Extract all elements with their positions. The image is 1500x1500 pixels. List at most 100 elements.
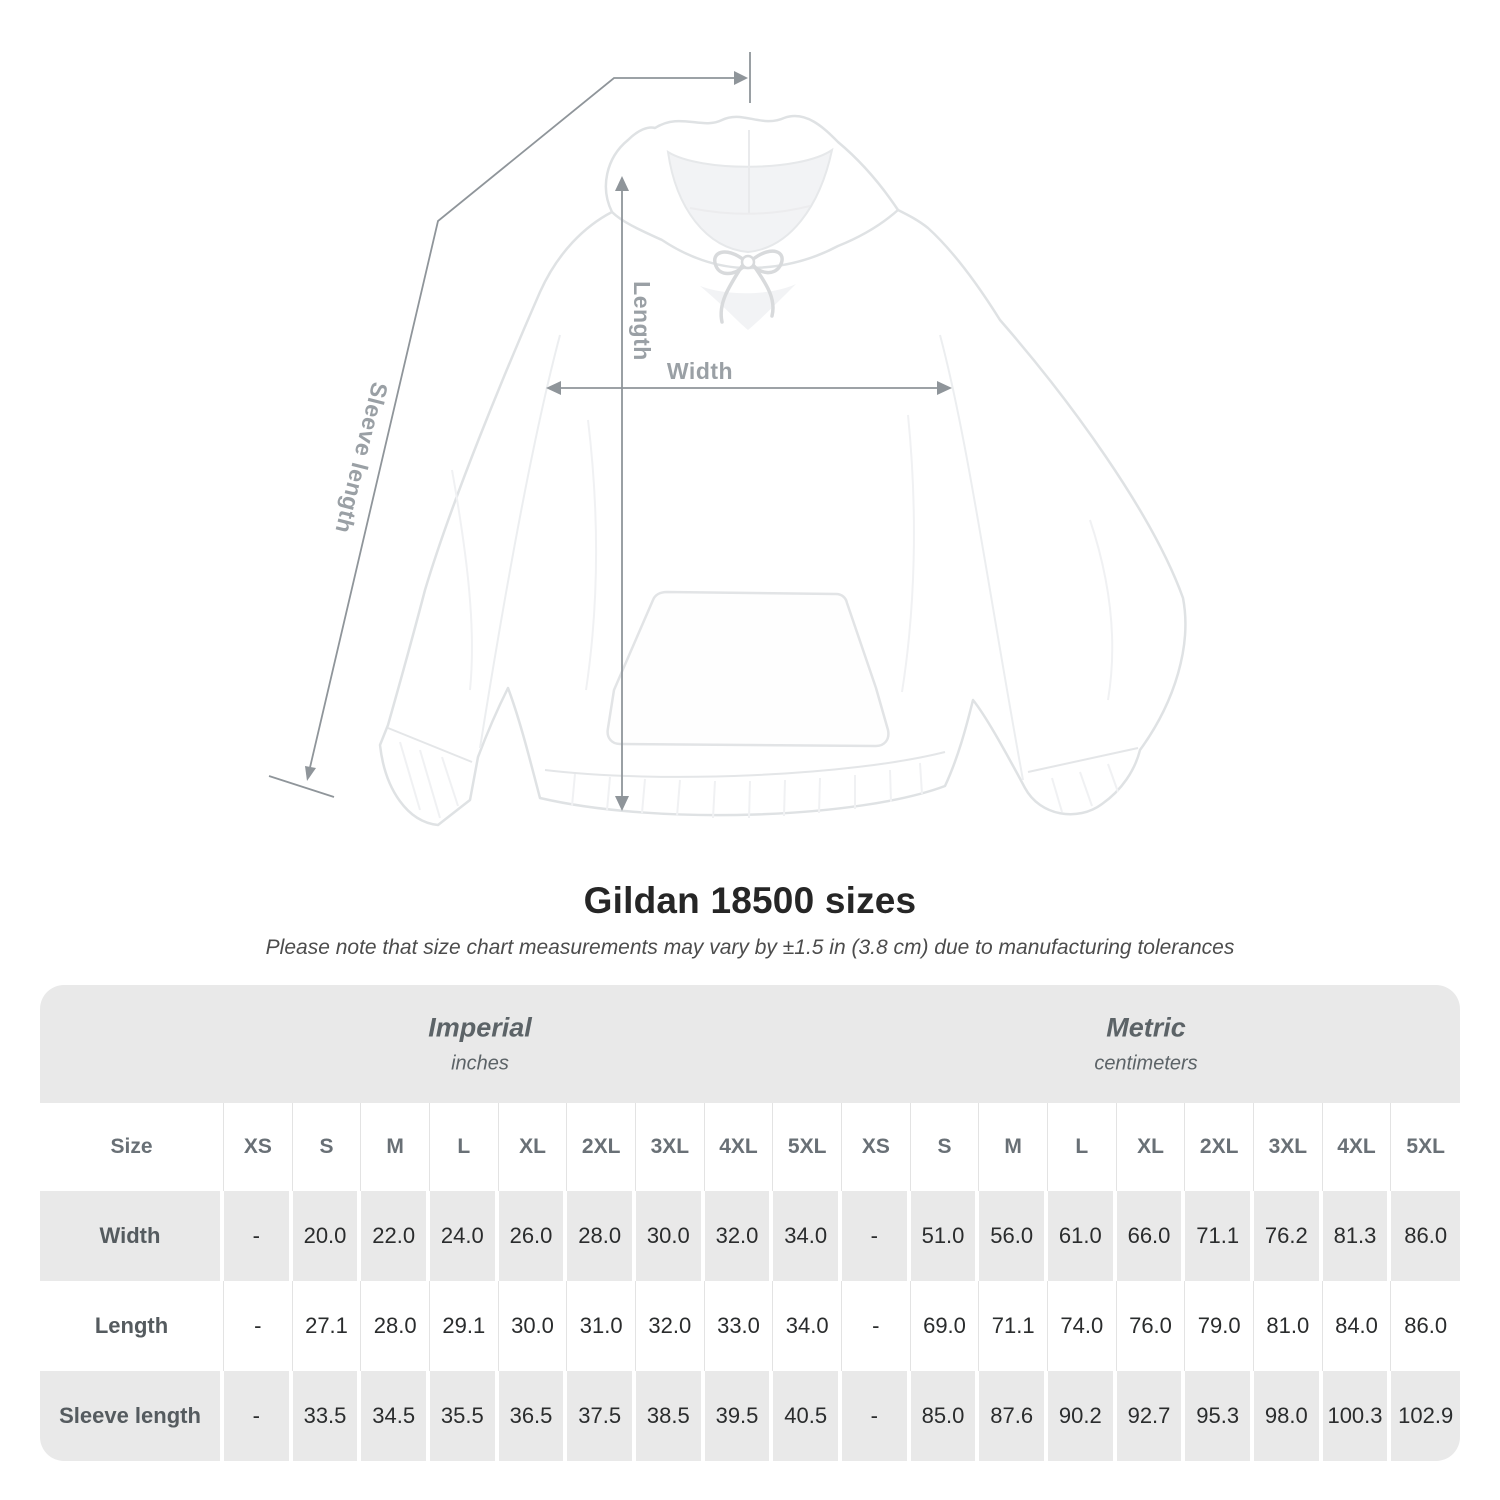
value-cell: 38.5 [636, 1371, 705, 1461]
value-cell: 66.0 [1117, 1191, 1186, 1281]
value-cell: 22.0 [361, 1191, 430, 1281]
value-cell: 28.0 [361, 1281, 430, 1371]
sleeve-arrowhead-bottom [305, 766, 316, 781]
length-arrowhead-bottom [615, 796, 629, 811]
value-cell: 76.0 [1117, 1281, 1186, 1371]
hem-band [544, 751, 946, 778]
length-arrowhead-top [615, 176, 629, 191]
metric-group-unit: centimeters [1094, 1052, 1198, 1075]
value-cell: - [842, 1281, 911, 1371]
value-cell: 32.0 [636, 1281, 705, 1371]
sleeve-fold-left [451, 469, 473, 691]
width-arrowhead-right [937, 381, 952, 395]
measurement-annotations [268, 52, 945, 802]
value-cell: 85.0 [911, 1371, 980, 1461]
size-table-grid: Size XS S M L XL 2XL 3XL 4XL 5XL XS S M L XL 2XL 3XL 4XL 5… [40, 1103, 1460, 1461]
size-column-header: Size [40, 1103, 224, 1191]
size-header-m-imperial: M [361, 1103, 430, 1191]
length-label: Length [629, 281, 655, 361]
row-label: Sleeve length [40, 1371, 224, 1461]
size-header-5xl-imperial: 5XL [773, 1103, 842, 1191]
value-cell: 29.1 [430, 1281, 499, 1371]
value-cell: 39.5 [705, 1371, 774, 1461]
value-cell: 56.0 [979, 1191, 1048, 1281]
right-cuff-ribs [1051, 763, 1119, 813]
value-cell: - [224, 1191, 293, 1281]
value-cell: 102.9 [1398, 1403, 1454, 1428]
value-cell: 28.0 [567, 1191, 636, 1281]
metric-group-header: Metric centimeters [1094, 1013, 1197, 1076]
left-cuff-ribs [399, 741, 459, 819]
imperial-group-header: Imperial inches [428, 1013, 532, 1076]
value-cell: 100.3 [1323, 1371, 1392, 1461]
value-cell: 98.0 [1254, 1371, 1323, 1461]
size-header-xs-metric: XS [842, 1103, 911, 1191]
value-cell: 95.3 [1185, 1371, 1254, 1461]
value-cell: 27.1 [293, 1281, 362, 1371]
value-cell: 40.5 [773, 1371, 842, 1461]
size-header-xl-metric: XL [1117, 1103, 1186, 1191]
right-sleeve-seam [939, 334, 1024, 781]
value-cell: 51.0 [911, 1191, 980, 1281]
value-cell: 69.0 [911, 1281, 980, 1371]
hoodie-illustration [378, 114, 1187, 827]
kangaroo-pocket [606, 590, 890, 748]
sleeve-fold-right [1089, 519, 1114, 701]
value-cell: 71.1 [979, 1281, 1048, 1371]
value-cell: 32.0 [705, 1191, 774, 1281]
value-cell: 79.0 [1185, 1281, 1254, 1371]
size-header-4xl-imperial: 4XL [705, 1103, 774, 1191]
value-cell: - [842, 1371, 911, 1461]
value-cell: 33.0 [705, 1281, 774, 1371]
hoodie-body [378, 208, 1187, 827]
value-cell: - [224, 1281, 293, 1371]
sleeve-end-tick [268, 775, 335, 798]
value-cell: 90.2 [1048, 1371, 1117, 1461]
size-header-s-metric: S [911, 1103, 980, 1191]
width-label: Width [667, 358, 733, 384]
table-row: Size XS S M L XL 2XL 3XL 4XL 5XL XS S M L XL 2XL 3XL 4XL 5… [40, 1103, 1460, 1191]
value-cell: 31.0 [567, 1281, 636, 1371]
table-row: Width -20.0 22.0 24.0 26.0 28.0 30.0 32.0 34.0-5… [40, 1191, 1460, 1281]
sleeve-arrowhead-top [734, 71, 748, 85]
sleeve-length-line [307, 77, 738, 777]
imperial-group-label: Imperial [428, 1012, 532, 1043]
right-cuff [1027, 747, 1139, 773]
body-fold-right [901, 414, 915, 693]
size-header-3xl-imperial: 3XL [636, 1103, 705, 1191]
left-sleeve-seam [479, 334, 561, 749]
imperial-group-unit: inches [451, 1052, 509, 1075]
size-header-5xl-metric: 5XL [1406, 1135, 1445, 1158]
size-header-xl-imperial: XL [499, 1103, 568, 1191]
body-fold-left [585, 419, 598, 691]
value-cell: 86.0 [1404, 1223, 1448, 1248]
width-arrowhead-left [546, 381, 561, 395]
drawstrings [713, 249, 784, 324]
size-header-2xl-metric: 2XL [1185, 1103, 1254, 1191]
value-cell: 81.0 [1254, 1281, 1323, 1371]
value-cell: 24.0 [430, 1191, 499, 1281]
value-cell: 61.0 [1048, 1191, 1117, 1281]
value-cell: 81.3 [1323, 1191, 1392, 1281]
tolerance-note: Please note that size chart measurements… [265, 936, 1235, 959]
value-cell: 33.5 [293, 1371, 362, 1461]
sleeve-length-label: Sleeve length [330, 380, 393, 536]
size-header-3xl-metric: 3XL [1254, 1103, 1323, 1191]
hood-crease [689, 205, 811, 215]
value-cell: 84.0 [1323, 1281, 1392, 1371]
value-cell: 30.0 [636, 1191, 705, 1281]
hem-ribs [571, 762, 923, 819]
size-header-2xl-imperial: 2XL [567, 1103, 636, 1191]
row-label: Width [40, 1191, 224, 1281]
drawstring-knot [740, 254, 756, 270]
size-header-m-metric: M [979, 1103, 1048, 1191]
table-header-band: Imperial inches Metric centimeters [40, 985, 1460, 1103]
page-title: Gildan 18500 sizes [583, 880, 917, 921]
value-cell: 35.5 [430, 1371, 499, 1461]
value-cell: 20.0 [293, 1191, 362, 1281]
size-header-4xl-metric: 4XL [1323, 1103, 1392, 1191]
value-cell: 92.7 [1117, 1371, 1186, 1461]
value-cell: 34.5 [361, 1371, 430, 1461]
size-table: Imperial inches Metric centimeters Size X… [40, 985, 1460, 1461]
value-cell: 86.0 [1404, 1313, 1448, 1338]
